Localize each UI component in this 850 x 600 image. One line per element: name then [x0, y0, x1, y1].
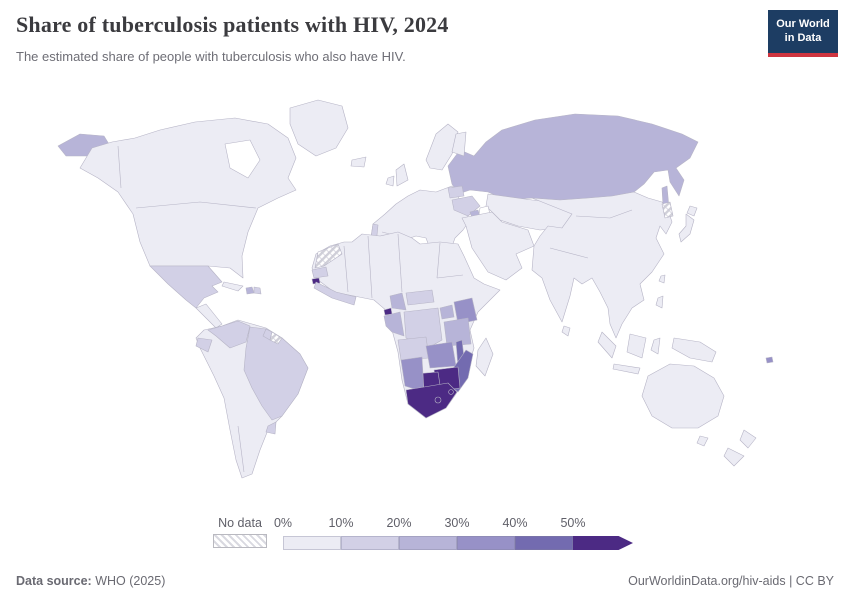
- country-papua-new-guinea[interactable]: [671, 337, 717, 363]
- border-alaska-canada: [117, 145, 122, 189]
- country-colombia[interactable]: [207, 320, 251, 349]
- region-north-america[interactable]: [79, 117, 297, 279]
- country-philippines[interactable]: [655, 295, 664, 309]
- legend-bin-10-20[interactable]: [341, 536, 399, 550]
- country-north-korea[interactable]: [661, 201, 674, 219]
- border-us-canada: [135, 201, 257, 209]
- country-cuba[interactable]: [221, 281, 244, 292]
- country-kenya[interactable]: [453, 297, 478, 325]
- country-indonesia-java[interactable]: [612, 363, 641, 375]
- border-sahara-1: [343, 245, 349, 293]
- legend-colorbar: 0% 10% 20% 30% 40% 50%: [274, 516, 649, 554]
- footer-datasource: Data source: WHO (2025): [16, 574, 165, 588]
- country-new-zealand-south[interactable]: [723, 447, 745, 467]
- country-suriname-french-guiana[interactable]: [269, 331, 283, 345]
- owid-logo-line1: Our World: [776, 18, 830, 30]
- region-middle-east[interactable]: [461, 211, 535, 281]
- country-indonesia-sulawesi[interactable]: [650, 337, 661, 355]
- country-tanzania[interactable]: [443, 317, 472, 347]
- country-indonesia-sumatra[interactable]: [597, 331, 617, 359]
- country-greenland[interactable]: [289, 99, 349, 157]
- country-belarus[interactable]: [447, 185, 465, 199]
- map-legend: No data 0% 10% 20% 30% 40% 50%: [0, 514, 850, 558]
- country-south-africa[interactable]: [405, 382, 458, 419]
- border-sahara-2: [367, 235, 373, 299]
- legend-tick-0: 0%: [273, 516, 293, 530]
- country-dominican-republic[interactable]: [253, 286, 262, 295]
- country-fiji[interactable]: [765, 356, 774, 364]
- legend-tick-50: 50%: [560, 516, 586, 530]
- country-lesotho[interactable]: [434, 396, 442, 404]
- hudson-bay: [224, 139, 261, 179]
- region-asia[interactable]: [531, 191, 673, 339]
- country-angola[interactable]: [397, 336, 430, 361]
- legend-tick-30: 30%: [444, 516, 470, 530]
- legend-bin-40-50[interactable]: [515, 536, 573, 550]
- country-australia-tasmania[interactable]: [696, 435, 709, 447]
- border-india-china: [549, 247, 589, 259]
- footer-datasource-label: Data source:: [16, 574, 92, 588]
- legend-no-data-label: No data: [218, 516, 262, 530]
- country-uruguay[interactable]: [265, 421, 277, 435]
- country-zambia[interactable]: [425, 341, 457, 369]
- legend-tick-40: 40%: [502, 516, 528, 530]
- country-haiti[interactable]: [245, 286, 255, 295]
- country-central-african-republic[interactable]: [405, 289, 435, 306]
- country-madagascar[interactable]: [475, 337, 494, 377]
- footer-datasource-value: WHO (2025): [91, 574, 166, 588]
- border-argentina-chile: [237, 425, 245, 473]
- legend-bin-50-plus[interactable]: [573, 536, 633, 550]
- legend-no-data[interactable]: No data: [213, 516, 267, 548]
- country-western-sahara[interactable]: [314, 243, 343, 269]
- country-japan[interactable]: [678, 213, 695, 243]
- world-choropleth-map: [0, 86, 850, 512]
- border-sahara-3: [397, 233, 403, 293]
- country-uganda[interactable]: [439, 304, 455, 320]
- country-japan-hokkaido[interactable]: [686, 205, 698, 217]
- legend-no-data-swatch[interactable]: [213, 534, 267, 548]
- legend-bin-20-30[interactable]: [399, 536, 457, 550]
- country-dr-congo[interactable]: [403, 307, 443, 349]
- country-indonesia-borneo[interactable]: [626, 333, 647, 359]
- legend-tick-10: 10%: [328, 516, 354, 530]
- country-guinea-bissau[interactable]: [311, 277, 321, 285]
- country-mexico[interactable]: [149, 265, 223, 309]
- country-finland[interactable]: [451, 131, 467, 157]
- border-egypt-libya: [436, 242, 441, 279]
- region-west-africa-coast[interactable]: [313, 281, 357, 306]
- country-ireland[interactable]: [385, 175, 395, 187]
- country-cameroon[interactable]: [389, 292, 407, 311]
- country-sri-lanka[interactable]: [561, 325, 571, 337]
- world-map-svg: [57, 99, 774, 479]
- owid-logo[interactable]: Our World in Data: [768, 10, 838, 57]
- page-title: Share of tuberculosis patients with HIV,…: [16, 12, 449, 37]
- country-eswatini[interactable]: [448, 389, 454, 395]
- country-russia[interactable]: [447, 113, 699, 201]
- footer: Data source: WHO (2025) OurWorldinData.o…: [16, 574, 834, 588]
- page-subtitle: The estimated share of people with tuber…: [16, 49, 406, 64]
- country-australia[interactable]: [641, 363, 725, 429]
- legend-bin-30-40[interactable]: [457, 536, 515, 550]
- owid-logo-line2: in Data: [784, 32, 822, 45]
- country-taiwan[interactable]: [658, 274, 666, 284]
- region-central-america[interactable]: [195, 303, 223, 329]
- border-mongolia-china: [575, 209, 633, 219]
- country-senegal[interactable]: [311, 266, 329, 279]
- country-united-kingdom[interactable]: [395, 163, 409, 187]
- country-iceland[interactable]: [350, 156, 367, 168]
- footer-link[interactable]: OurWorldinData.org/hiv-aids | CC BY: [628, 574, 834, 588]
- legend-tick-20: 20%: [386, 516, 412, 530]
- border-egypt-sudan: [436, 274, 464, 279]
- country-gabon-congo[interactable]: [383, 311, 405, 337]
- country-ecuador[interactable]: [195, 337, 213, 353]
- country-new-zealand-north[interactable]: [739, 429, 757, 449]
- legend-bin-0-10[interactable]: [283, 536, 341, 550]
